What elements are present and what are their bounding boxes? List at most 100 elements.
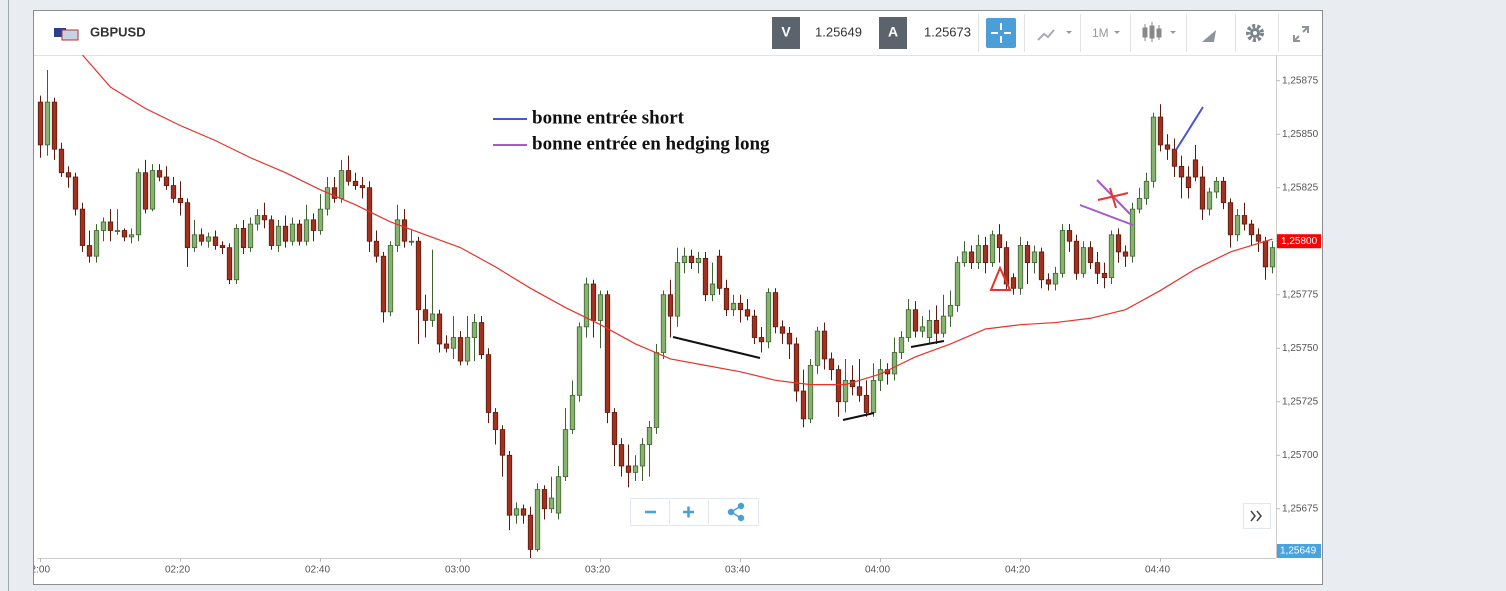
candle-body [373, 240, 380, 257]
candle-body [1059, 230, 1066, 274]
candle-body [415, 240, 422, 311]
candle-body [625, 465, 632, 473]
ask-price: 1.25673 [924, 24, 971, 39]
candle-body [135, 172, 142, 236]
candle-body [1066, 230, 1073, 242]
candle-body [247, 223, 254, 249]
candle-body [772, 292, 779, 328]
expand-button[interactable] [1293, 26, 1309, 42]
candle-body [387, 245, 394, 313]
bid-price: 1.25649 [815, 24, 862, 39]
candle-body [408, 240, 415, 243]
candle-body [289, 223, 296, 242]
candle-body [142, 172, 149, 210]
candle-body [1087, 247, 1094, 264]
candle-body [807, 364, 814, 420]
candle-body [37, 101, 44, 146]
candle-body [975, 245, 982, 264]
symbol: GBPUSD [90, 24, 146, 39]
candle-body [233, 227, 240, 281]
candle-body [107, 221, 114, 231]
candle-body [282, 225, 289, 242]
candle-body [380, 255, 387, 313]
short-entry-mark [1175, 106, 1204, 151]
candle-body [1010, 277, 1017, 289]
candle-body [513, 508, 520, 516]
candle-body [891, 352, 898, 375]
y-tick-label: 1,25850 [1282, 129, 1319, 140]
candle-body [457, 337, 464, 362]
candle-body [58, 148, 65, 174]
candle-body [93, 230, 100, 257]
candle-body [1080, 247, 1087, 274]
candle-body [534, 489, 541, 550]
candle-body [919, 326, 926, 332]
candle-body [1038, 251, 1045, 281]
candle-body [219, 245, 226, 249]
candle-body [709, 283, 716, 296]
candle-body [933, 320, 940, 334]
candle-body [667, 294, 674, 317]
scroll-end-button[interactable] [1243, 503, 1271, 529]
candle-body [989, 234, 996, 264]
trend-line [672, 336, 761, 359]
share-button[interactable] [727, 502, 745, 522]
candle-body [79, 208, 86, 246]
bid-tag [1277, 544, 1321, 558]
candle-body [1164, 144, 1171, 150]
candle-body [912, 309, 919, 332]
x-tick-label: 03:20 [585, 565, 610, 576]
candle-body [331, 187, 338, 199]
candle-body [821, 330, 828, 360]
candles-button[interactable] [1142, 22, 1176, 42]
timeframe[interactable]: 1M [1092, 26, 1109, 40]
x-tick-label: 02:40 [305, 565, 330, 576]
candle-body [1024, 245, 1031, 264]
candle-body [254, 215, 261, 225]
x-tick-label: 04:40 [1145, 565, 1170, 576]
candle-body [954, 262, 961, 306]
chart-type-button[interactable] [1037, 29, 1072, 41]
candle-body [205, 236, 212, 242]
candle-body [310, 219, 317, 231]
crosshair-button[interactable] [986, 18, 1016, 48]
candle-body [961, 251, 968, 264]
annotations: bonne entrée short bonne entrée en hedgin… [493, 107, 770, 154]
candle-body [359, 185, 366, 189]
settings-button[interactable] [1246, 24, 1264, 42]
candle-body [1248, 223, 1255, 236]
candle-body [842, 379, 849, 403]
candle-body [1136, 198, 1143, 210]
y-tick-label: 1,25675 [1282, 503, 1319, 514]
candle-body [163, 176, 170, 186]
candle-body [1101, 272, 1108, 279]
candle-body [786, 332, 793, 345]
last-price-tag [1277, 234, 1321, 249]
candle-body [275, 225, 282, 246]
candle-body [345, 170, 352, 182]
candle-body [681, 255, 688, 264]
triangle-mark [989, 265, 1012, 291]
candle-body [1199, 176, 1206, 210]
zoom-in[interactable] [683, 506, 694, 518]
candle-body [303, 219, 310, 242]
candle-body [947, 305, 954, 317]
candle-body [1122, 251, 1129, 257]
candle-body [1241, 215, 1248, 225]
candle-body [632, 465, 639, 473]
candle-body [856, 386, 863, 396]
candle-body [828, 358, 835, 371]
candle-body [422, 309, 429, 321]
annotation-text: bonne entrée en hedging long [532, 133, 770, 154]
candle-body [793, 343, 800, 392]
moving-average [82, 55, 1273, 386]
candle-body [296, 223, 303, 242]
annotation-box [488, 102, 816, 160]
candle-body [114, 230, 121, 232]
y-tick-label: 1,25775 [1282, 289, 1319, 300]
candle-body [982, 245, 989, 264]
ask-label: A [888, 24, 898, 40]
draw-button[interactable] [1202, 30, 1216, 42]
candle-body [443, 343, 450, 349]
candle-body [191, 234, 198, 249]
